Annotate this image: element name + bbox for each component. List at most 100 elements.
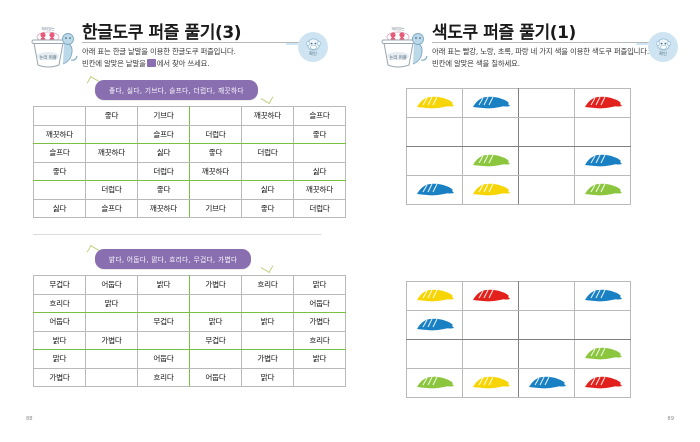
word-cell-empty[interactable]	[33, 106, 86, 126]
word-cell-filled[interactable]: 슬프다	[293, 106, 346, 126]
word-cell-filled[interactable]: 어둡다	[189, 367, 242, 387]
word-cell-filled[interactable]: 싫다	[137, 143, 190, 163]
word-cell-empty[interactable]	[85, 124, 138, 144]
word-cell-filled[interactable]: 밝다	[293, 349, 346, 369]
word-cell-filled[interactable]: 좋다	[189, 143, 242, 163]
word-cell-filled[interactable]: 가볍다	[293, 312, 346, 332]
color-cell-red[interactable]	[462, 281, 519, 311]
word-cell-filled[interactable]: 좋다	[85, 106, 138, 126]
color-cell-yellow[interactable]	[462, 368, 519, 398]
word-cell-empty[interactable]	[85, 367, 138, 387]
color-cell-empty[interactable]	[518, 117, 575, 147]
color-cell-empty[interactable]	[518, 310, 575, 340]
word-cell-filled[interactable]: 깨끗하다	[137, 198, 190, 218]
color-cell-green[interactable]	[462, 146, 519, 176]
word-cell-filled[interactable]: 무겁다	[137, 312, 190, 332]
word-cell-filled[interactable]: 기브다	[137, 106, 190, 126]
word-cell-empty[interactable]	[189, 349, 242, 369]
word-cell-filled[interactable]: 슬프다	[85, 198, 138, 218]
word-cell-empty[interactable]	[293, 143, 346, 163]
word-cell-filled[interactable]: 어둡다	[293, 293, 346, 313]
word-cell-empty[interactable]	[241, 161, 294, 181]
check-badge[interactable]: 확인	[298, 32, 328, 62]
color-sudoku-grid-2[interactable]	[406, 281, 631, 398]
word-cell-filled[interactable]: 더럽다	[85, 180, 138, 200]
color-cell-empty[interactable]	[406, 146, 463, 176]
color-cell-yellow[interactable]	[406, 281, 463, 311]
word-cell-filled[interactable]: 좋다	[33, 161, 86, 181]
word-cell-filled[interactable]: 밝다	[33, 330, 86, 350]
color-cell-empty[interactable]	[462, 117, 519, 147]
word-cell-filled[interactable]: 좋다	[241, 198, 294, 218]
word-cell-filled[interactable]: 깨끗하다	[241, 106, 294, 126]
word-cell-filled[interactable]: 좋다	[293, 124, 346, 144]
word-cell-filled[interactable]: 어둡다	[85, 275, 138, 295]
color-cell-green[interactable]	[574, 339, 631, 369]
color-cell-empty[interactable]	[518, 281, 575, 311]
hangul-sudoku-table-2[interactable]: 무겁다 어둡다 밝다 가볍다 흐리다 맑다 흐리다 맑다 어둡다 어둡다 무겁다 맑다 밝다 가볍다 밝다 가…	[33, 275, 346, 387]
word-cell-empty[interactable]	[241, 124, 294, 144]
color-cell-empty[interactable]	[406, 339, 463, 369]
word-cell-filled[interactable]: 더럽다	[293, 198, 346, 218]
word-cell-empty[interactable]	[85, 312, 138, 332]
word-cell-empty[interactable]	[137, 293, 190, 313]
word-cell-filled[interactable]: 깨끗하다	[293, 180, 346, 200]
color-cell-empty[interactable]	[462, 339, 519, 369]
word-cell-filled[interactable]: 깨끗하다	[189, 161, 242, 181]
word-cell-filled[interactable]: 무겁다	[33, 275, 86, 295]
color-cell-empty[interactable]	[518, 175, 575, 205]
word-cell-filled[interactable]: 싫다	[33, 198, 86, 218]
word-cell-filled[interactable]: 깨끗하다	[85, 143, 138, 163]
color-cell-empty[interactable]	[518, 146, 575, 176]
word-cell-empty[interactable]	[137, 330, 190, 350]
color-cell-empty[interactable]	[574, 117, 631, 147]
word-cell-filled[interactable]: 슬프다	[137, 124, 190, 144]
color-cell-blue[interactable]	[574, 281, 631, 311]
color-cell-empty[interactable]	[518, 339, 575, 369]
word-cell-empty[interactable]	[241, 293, 294, 313]
hangul-sudoku-table-1[interactable]: 좋다 기브다 깨끗하다 슬프다 깨끗하다 슬프다 더럽다 좋다 슬프다 깨끗하다 싫다 좋다 더럽다 좋다…	[33, 106, 346, 218]
color-cell-blue[interactable]	[462, 88, 519, 118]
word-cell-filled[interactable]: 맑다	[189, 312, 242, 332]
word-cell-filled[interactable]: 무겁다	[189, 330, 242, 350]
word-cell-filled[interactable]: 맑다	[241, 367, 294, 387]
word-cell-filled[interactable]: 흐리다	[293, 330, 346, 350]
color-cell-red[interactable]	[574, 88, 631, 118]
word-cell-filled[interactable]: 어둡다	[33, 312, 86, 332]
word-cell-filled[interactable]: 좋다	[137, 180, 190, 200]
word-cell-empty[interactable]	[189, 106, 242, 126]
color-cell-green[interactable]	[574, 175, 631, 205]
word-cell-filled[interactable]: 어둡다	[137, 349, 190, 369]
color-cell-empty[interactable]	[518, 88, 575, 118]
word-cell-filled[interactable]: 흐리다	[33, 293, 86, 313]
word-cell-filled[interactable]: 기브다	[189, 198, 242, 218]
word-cell-empty[interactable]	[85, 161, 138, 181]
word-cell-filled[interactable]: 슬프다	[33, 143, 86, 163]
word-cell-filled[interactable]: 밝다	[137, 275, 190, 295]
word-cell-empty[interactable]	[293, 367, 346, 387]
color-cell-blue[interactable]	[406, 310, 463, 340]
word-cell-empty[interactable]	[189, 293, 242, 313]
word-cell-filled[interactable]: 밝다	[241, 312, 294, 332]
color-cell-yellow[interactable]	[462, 175, 519, 205]
word-cell-filled[interactable]: 흐리다	[241, 275, 294, 295]
word-cell-empty[interactable]	[241, 330, 294, 350]
word-cell-filled[interactable]: 맑다	[85, 293, 138, 313]
word-cell-filled[interactable]: 흐리다	[137, 367, 190, 387]
word-cell-filled[interactable]: 더럽다	[137, 161, 190, 181]
color-cell-red[interactable]	[574, 368, 631, 398]
word-cell-filled[interactable]: 맑다	[293, 275, 346, 295]
color-cell-blue[interactable]	[574, 146, 631, 176]
color-cell-yellow[interactable]	[406, 88, 463, 118]
color-cell-empty[interactable]	[406, 117, 463, 147]
word-cell-empty[interactable]	[33, 180, 86, 200]
color-sudoku-grid-1[interactable]	[406, 88, 631, 205]
word-cell-filled[interactable]: 맑다	[33, 349, 86, 369]
word-cell-filled[interactable]: 더럽다	[241, 143, 294, 163]
color-cell-blue[interactable]	[406, 175, 463, 205]
color-cell-blue[interactable]	[518, 368, 575, 398]
color-cell-empty[interactable]	[574, 310, 631, 340]
word-cell-filled[interactable]: 싫다	[241, 180, 294, 200]
word-cell-filled[interactable]: 가볍다	[189, 275, 242, 295]
check-badge[interactable]: 확인	[648, 32, 678, 62]
